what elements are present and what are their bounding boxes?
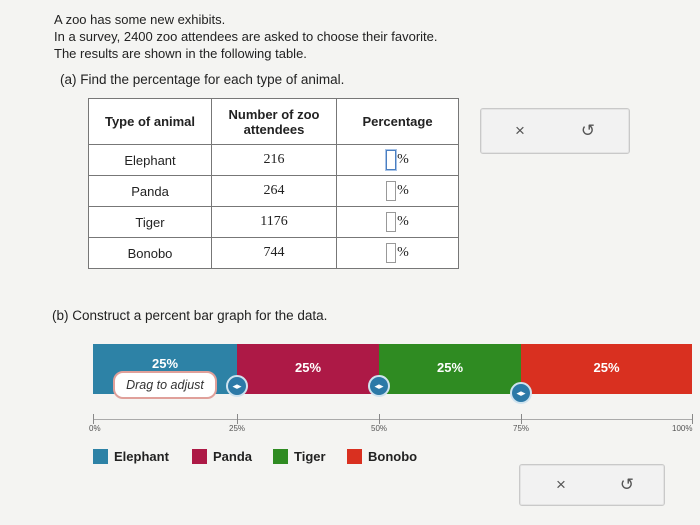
tick-label: 25%: [229, 424, 246, 433]
count-cell: 744: [211, 237, 337, 269]
tick-label: 0%: [89, 424, 101, 433]
percent-sign: %: [397, 183, 409, 198]
intro-line-2: In a survey, 2400 zoo attendees are aske…: [54, 29, 438, 44]
legend-swatch: [347, 449, 362, 464]
percentage-input-bonobo[interactable]: [386, 243, 397, 263]
percent-sign: %: [397, 152, 409, 167]
legend-swatch: [192, 449, 207, 464]
segment-label-tiger: 25%: [436, 360, 464, 375]
segment-label-elephant: 25%: [151, 356, 179, 371]
count-cell: 264: [211, 175, 337, 207]
animal-cell: Elephant: [88, 144, 212, 176]
bar-segment-bonobo[interactable]: 25%: [521, 344, 692, 394]
reset-icon[interactable]: ↺: [580, 121, 596, 140]
percentage-input-panda[interactable]: [386, 181, 397, 201]
zoo-data-table: Type of animal Number of zoo attendees P…: [88, 98, 459, 269]
clear-icon[interactable]: ×: [556, 475, 566, 494]
tick-label: 100%: [672, 424, 693, 433]
intro-line-1: A zoo has some new exhibits.: [54, 12, 226, 27]
bar-segment-tiger[interactable]: 25%: [379, 344, 521, 394]
table-row: Panda 264 %: [88, 175, 459, 207]
bar-segment-panda[interactable]: 25%: [237, 344, 379, 394]
legend-swatch: [273, 449, 288, 464]
axis-tick: [237, 414, 238, 424]
count-cell: 1176: [211, 206, 337, 238]
drag-tooltip: Drag to adjust: [113, 371, 217, 399]
percent-sign: %: [397, 245, 409, 260]
tick-label: 50%: [371, 424, 388, 433]
legend-item-bonobo: Bonobo: [347, 449, 417, 464]
legend-label: Elephant: [114, 449, 169, 464]
intro-line-3: The results are shown in the following t…: [54, 46, 307, 61]
percent-axis: [93, 419, 692, 420]
legend-item-elephant: Elephant: [93, 449, 169, 464]
part-a-action-bar: × ↺: [480, 108, 630, 154]
tick-label: 75%: [513, 424, 530, 433]
percent-sign: %: [397, 214, 409, 229]
percentage-input-tiger[interactable]: [386, 212, 397, 232]
percentage-cell: %: [336, 206, 459, 238]
axis-tick: [521, 414, 522, 424]
part-b-prompt: (b) Construct a percent bar graph for th…: [52, 308, 328, 323]
percentage-input-elephant[interactable]: [386, 150, 397, 170]
header-percentage: Percentage: [336, 98, 459, 145]
drag-handle-icon[interactable]: ◂▸: [226, 375, 248, 397]
header-animal: Type of animal: [88, 98, 212, 145]
legend-label: Bonobo: [368, 449, 418, 464]
drag-handle-icon[interactable]: ◂▸: [510, 382, 532, 404]
segment-label-bonobo: 25%: [593, 360, 620, 375]
axis-tick: [93, 414, 94, 424]
percent-bar-graph: 25% 25% 25% 25%: [93, 344, 692, 394]
segment-label-panda: 25%: [294, 360, 322, 375]
legend-swatch: [93, 449, 108, 464]
problem-intro: A zoo has some new exhibits. In a survey…: [54, 11, 438, 62]
reset-icon[interactable]: ↺: [619, 475, 635, 494]
percentage-cell: %: [336, 237, 459, 269]
table-row: Tiger 1176 %: [88, 206, 459, 238]
legend-item-panda: Panda: [192, 449, 252, 464]
count-cell: 216: [211, 144, 337, 176]
animal-cell: Panda: [88, 175, 212, 207]
axis-tick: [692, 414, 693, 424]
table-row: Elephant 216 %: [88, 144, 459, 176]
clear-icon[interactable]: ×: [515, 121, 525, 140]
axis-tick: [379, 414, 380, 424]
header-count: Number of zoo attendees: [211, 98, 337, 145]
legend-item-tiger: Tiger: [273, 449, 326, 464]
percentage-cell: %: [336, 144, 459, 176]
legend-label: Tiger: [294, 449, 326, 464]
animal-cell: Bonobo: [88, 237, 212, 269]
drag-handle-icon[interactable]: ◂▸: [368, 375, 390, 397]
table-header-row: Type of animal Number of zoo attendees P…: [88, 98, 459, 145]
table-row: Bonobo 744 %: [88, 237, 459, 269]
percentage-cell: %: [336, 175, 459, 207]
part-a-prompt: (a) Find the percentage for each type of…: [60, 72, 345, 87]
part-b-action-bar: × ↺: [519, 464, 665, 506]
legend-label: Panda: [213, 449, 253, 464]
animal-cell: Tiger: [88, 206, 212, 238]
